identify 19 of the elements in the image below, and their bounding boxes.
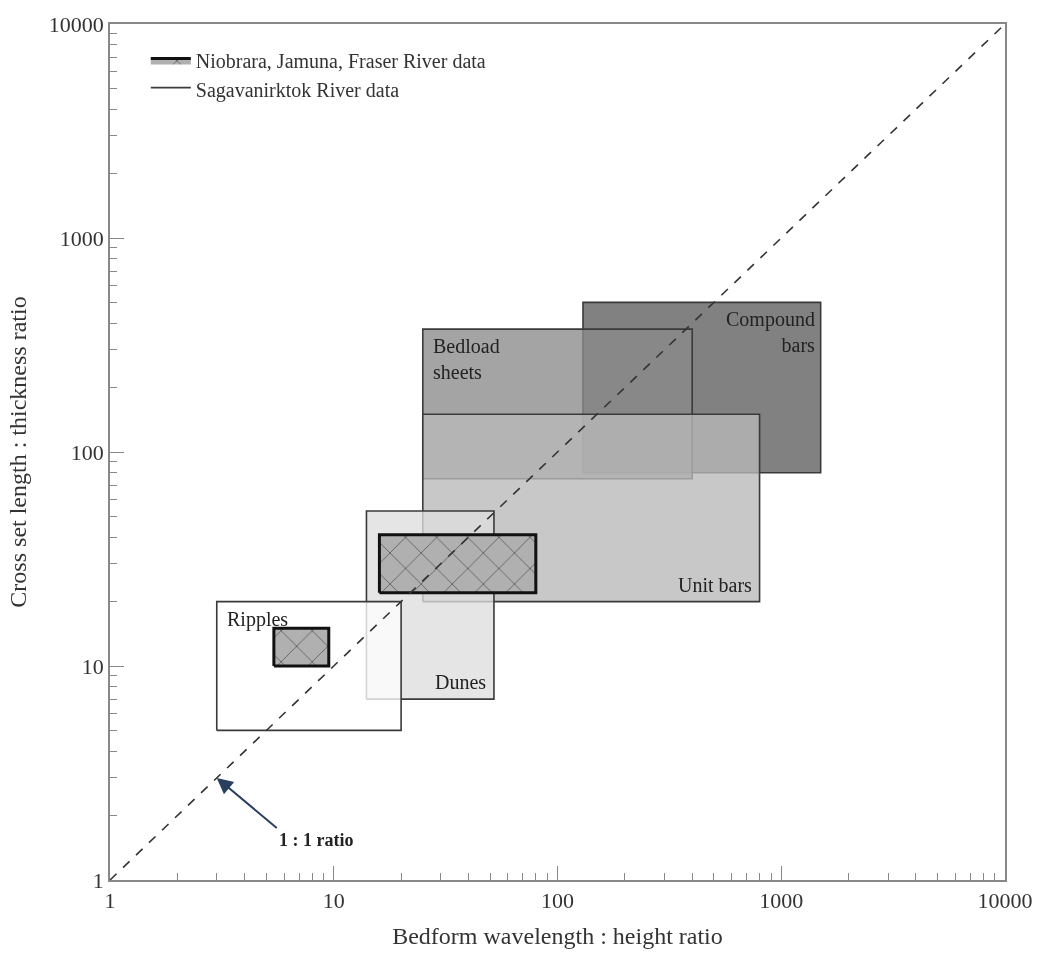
- y-tick-label: 10: [81, 653, 104, 679]
- x-tick-label: 100: [541, 888, 574, 914]
- y-tick-label: 100: [70, 439, 104, 465]
- legend-label: Sagavanirktok River data: [195, 79, 400, 103]
- annotation: Ripples: [227, 608, 289, 631]
- annotation: Dunes: [435, 671, 487, 693]
- x-tick-label: 1000: [759, 888, 804, 914]
- x-tick-label: 10: [322, 888, 345, 914]
- annotation: Bedload sheets: [433, 335, 500, 383]
- x-axis-title: Bedform wavelength : height ratio: [392, 922, 723, 949]
- annotation: Compound bars: [726, 308, 816, 356]
- legend-label: Niobrara, Jamuna, Fraser River data: [195, 50, 486, 73]
- y-tick-label: 1: [92, 867, 104, 893]
- y-axis-title: Cross set length : thickness ratio: [5, 296, 32, 608]
- annotation: Unit bars: [678, 574, 753, 596]
- y-tick-label: 1000: [59, 225, 104, 251]
- annotation: 1 : 1 ratio: [279, 830, 354, 850]
- x-tick-label: 10000: [977, 888, 1033, 914]
- y-tick-label: 10000: [48, 11, 104, 37]
